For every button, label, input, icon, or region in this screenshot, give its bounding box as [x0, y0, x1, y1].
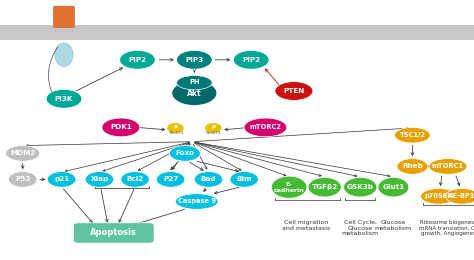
Text: Xiap: Xiap — [91, 176, 109, 183]
Text: PTEN: PTEN — [283, 88, 304, 94]
Ellipse shape — [121, 172, 149, 187]
Ellipse shape — [421, 188, 456, 204]
Ellipse shape — [397, 159, 428, 174]
Ellipse shape — [175, 194, 218, 209]
Text: E-
cadherin: E- cadherin — [274, 182, 304, 193]
Text: P: P — [173, 125, 177, 131]
Text: p21: p21 — [54, 176, 69, 183]
Text: Rheb: Rheb — [402, 163, 423, 170]
Circle shape — [168, 124, 183, 132]
Text: Foxo: Foxo — [175, 150, 194, 157]
Ellipse shape — [230, 172, 258, 187]
Text: MDM2: MDM2 — [10, 150, 36, 157]
Text: mTORC2: mTORC2 — [249, 124, 282, 131]
Ellipse shape — [6, 146, 40, 161]
Text: Cell Cycle,
Glucose
metabolism: Cell Cycle, Glucose metabolism — [342, 220, 379, 236]
Text: Ser473: Ser473 — [206, 131, 221, 135]
Text: PDK1: PDK1 — [110, 124, 132, 131]
Ellipse shape — [394, 127, 430, 143]
Ellipse shape — [378, 177, 409, 197]
Text: Bim: Bim — [237, 176, 252, 183]
Ellipse shape — [446, 188, 474, 204]
Ellipse shape — [194, 172, 223, 187]
Ellipse shape — [156, 172, 185, 187]
Ellipse shape — [244, 118, 287, 137]
Ellipse shape — [233, 50, 269, 69]
FancyBboxPatch shape — [0, 25, 474, 40]
Text: P27: P27 — [163, 176, 178, 183]
Ellipse shape — [429, 159, 467, 174]
Text: PIP2: PIP2 — [242, 57, 260, 63]
Text: PIP3: PIP3 — [185, 57, 203, 63]
Ellipse shape — [172, 81, 217, 105]
Ellipse shape — [119, 50, 155, 69]
Text: P53: P53 — [15, 176, 30, 183]
FancyBboxPatch shape — [53, 6, 75, 28]
Ellipse shape — [176, 75, 212, 90]
Text: TGFβ2: TGFβ2 — [311, 184, 338, 190]
Text: Akt: Akt — [187, 89, 201, 98]
Ellipse shape — [170, 146, 200, 161]
Text: Bad: Bad — [201, 176, 216, 183]
Text: 4E-BP1: 4E-BP1 — [449, 193, 474, 199]
Text: PH: PH — [189, 79, 200, 85]
Text: Caspase 9: Caspase 9 — [178, 198, 216, 205]
Ellipse shape — [85, 172, 114, 187]
Text: Thr473: Thr473 — [168, 131, 183, 135]
Ellipse shape — [271, 176, 307, 198]
Text: Glucose
metabolism: Glucose metabolism — [375, 220, 412, 231]
Text: Ribosome biogenesis,
mRNA translation, Cell
growth, Angiogenesis: Ribosome biogenesis, mRNA translation, C… — [419, 220, 474, 236]
Ellipse shape — [55, 43, 73, 66]
Ellipse shape — [102, 118, 140, 137]
Text: mTORC1: mTORC1 — [432, 163, 464, 170]
Text: GSK3b: GSK3b — [347, 184, 374, 190]
Ellipse shape — [46, 89, 82, 108]
Text: p70S6K: p70S6K — [424, 193, 453, 199]
Text: PIP2: PIP2 — [128, 57, 146, 63]
Ellipse shape — [344, 177, 377, 197]
Text: PI3K: PI3K — [55, 96, 73, 102]
Ellipse shape — [308, 177, 341, 197]
Text: Glut1: Glut1 — [383, 184, 404, 190]
Text: P: P — [211, 125, 215, 131]
Text: Bcl2: Bcl2 — [127, 176, 144, 183]
Ellipse shape — [47, 172, 76, 187]
Circle shape — [206, 124, 221, 132]
Ellipse shape — [176, 50, 212, 69]
Text: Apoptosis: Apoptosis — [91, 228, 137, 237]
FancyBboxPatch shape — [73, 223, 154, 243]
Ellipse shape — [9, 172, 37, 187]
Text: Cell migration
and metastasis: Cell migration and metastasis — [282, 220, 330, 231]
Text: TSC1/2: TSC1/2 — [400, 132, 425, 138]
Ellipse shape — [275, 82, 313, 100]
